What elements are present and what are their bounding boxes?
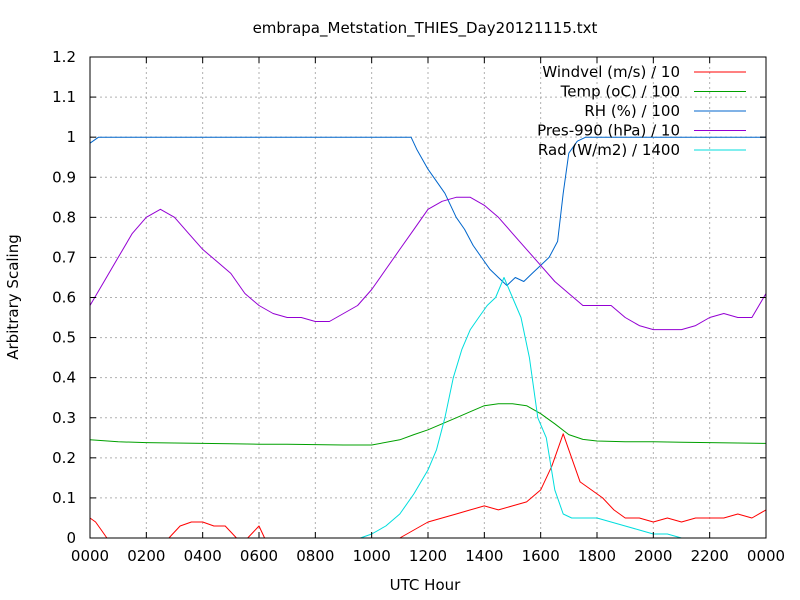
x-tick-label: 1200 bbox=[409, 547, 447, 565]
y-tick-label: 0.5 bbox=[52, 329, 76, 347]
series-layer bbox=[89, 136, 767, 539]
y-tick-label: 0 bbox=[66, 529, 76, 547]
chart-title: embrapa_Metstation_THIES_Day20121115.txt bbox=[253, 19, 598, 38]
y-tick-label: 0.8 bbox=[52, 208, 76, 226]
y-tick-label: 0.9 bbox=[52, 168, 76, 186]
x-tick-label: 0000 bbox=[71, 547, 109, 565]
series-line-2 bbox=[89, 403, 767, 446]
x-tick-label: 1800 bbox=[578, 547, 616, 565]
x-tick-label: 1600 bbox=[522, 547, 560, 565]
y-axis-label: Arbitrary Scaling bbox=[4, 234, 22, 360]
series-line-4 bbox=[89, 196, 767, 331]
x-tick-label: 2000 bbox=[634, 547, 672, 565]
y-tick-label: 0.3 bbox=[52, 409, 76, 427]
axis-ticks: 0 0.1 0.2 0.3 0.4 0.5 0.6 0.7 0.8 0.9 1 1.1 1.2 0000 0… bbox=[52, 48, 785, 565]
y-tick-label: 1.1 bbox=[52, 88, 76, 106]
x-tick-label: 0000 bbox=[747, 547, 785, 565]
x-tick-label: 0600 bbox=[240, 547, 278, 565]
y-tick-label: 0.2 bbox=[52, 449, 76, 467]
y-tick-label: 0.1 bbox=[52, 489, 76, 507]
x-axis-label: UTC Hour bbox=[390, 576, 461, 594]
y-tick-label: 0.7 bbox=[52, 248, 76, 266]
series-line-1 bbox=[89, 433, 767, 539]
legend-label-2: Temp (oC) / 100 bbox=[560, 83, 680, 101]
x-tick-label: 2200 bbox=[691, 547, 729, 565]
legend-label-5: Rad (W/m2) / 1400 bbox=[538, 141, 680, 159]
y-tick-label: 1 bbox=[66, 128, 76, 146]
y-tick-label: 0.4 bbox=[52, 369, 76, 387]
series-line-5 bbox=[90, 277, 766, 539]
legend-label-1: Windvel (m/s) / 10 bbox=[542, 63, 680, 81]
x-tick-label: 1000 bbox=[353, 547, 391, 565]
y-tick-label: 0.6 bbox=[52, 289, 76, 307]
series-line-3 bbox=[89, 136, 766, 286]
x-tick-label: 0200 bbox=[127, 547, 165, 565]
x-tick-label: 1400 bbox=[465, 547, 503, 565]
legend-label-4: Pres-990 (hPa) / 10 bbox=[537, 122, 680, 140]
y-tick-label: 1.2 bbox=[52, 48, 76, 66]
legend-label-3: RH (%) / 100 bbox=[584, 102, 680, 120]
x-tick-label: 0400 bbox=[184, 547, 222, 565]
x-tick-label: 0800 bbox=[296, 547, 334, 565]
